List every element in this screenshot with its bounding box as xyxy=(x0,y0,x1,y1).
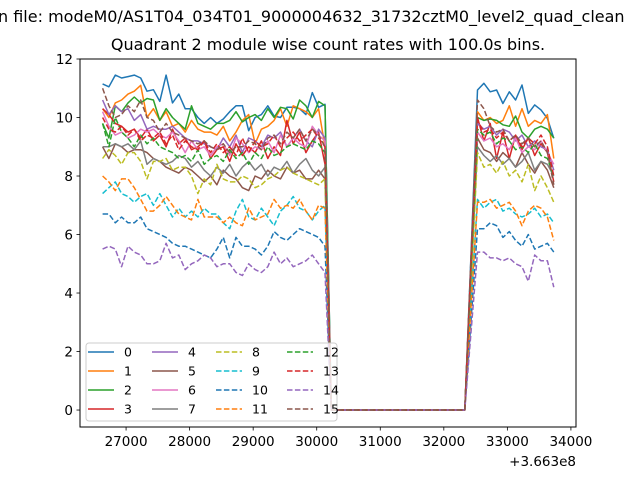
legend-box xyxy=(85,342,338,422)
x-tick-label: 28000 xyxy=(168,434,211,450)
legend-item-5: 5 xyxy=(152,364,196,379)
series-line-9 xyxy=(102,181,555,411)
chart-title: Quadrant 2 module wise count rates with … xyxy=(111,35,545,54)
legend-item-0: 0 xyxy=(88,345,132,360)
legend-label: 3 xyxy=(124,402,132,417)
legend-item-14: 14 xyxy=(287,383,339,398)
legend-item-15: 15 xyxy=(287,402,339,417)
y-tick-label: 8 xyxy=(64,169,73,185)
x-tick-label: 29000 xyxy=(232,434,275,450)
y-tick-label: 10 xyxy=(56,111,73,127)
legend-label: 2 xyxy=(124,383,132,398)
axes-frame xyxy=(79,58,577,428)
legend-item-6: 6 xyxy=(152,383,196,398)
x-tick-label: 30000 xyxy=(295,434,338,450)
legend-label: 1 xyxy=(124,364,132,379)
legend-label: 4 xyxy=(188,345,196,360)
y-tick-label: 6 xyxy=(64,228,73,244)
legend-item-1: 1 xyxy=(88,364,132,379)
legend-label: 15 xyxy=(323,402,339,417)
legend-item-3: 3 xyxy=(88,402,132,417)
legend-item-4: 4 xyxy=(152,345,196,360)
x-offset-label: +3.663e8 xyxy=(509,454,576,470)
legend-label: 14 xyxy=(323,383,339,398)
x-tick-label: 33000 xyxy=(486,434,529,450)
legend-label: 6 xyxy=(188,383,196,398)
y-tick-label: 4 xyxy=(64,286,73,302)
series-line-12 xyxy=(101,116,555,411)
legend-item-7: 7 xyxy=(152,402,196,417)
legend-item-10: 10 xyxy=(216,383,268,398)
x-tick-label: 32000 xyxy=(422,434,465,450)
legend-label: 9 xyxy=(252,364,260,379)
legend-item-11: 11 xyxy=(216,402,268,417)
legend-item-8: 8 xyxy=(216,345,260,360)
legend-label: 10 xyxy=(252,383,268,398)
y-axis: 0 2 4 6 8 10 12 xyxy=(56,52,80,419)
legend-label: 11 xyxy=(252,402,268,417)
legend-label: 8 xyxy=(252,345,260,360)
series-line-15 xyxy=(101,88,555,411)
y-tick-label: 2 xyxy=(64,345,73,361)
x-tick-label: 27000 xyxy=(105,434,148,450)
x-axis: 27000 28000 29000 30000 31000 32000 33000 34000 xyxy=(105,427,592,450)
figure-suptitle: n file: modeM0/AS1T04_034T01_9000004632_… xyxy=(0,7,625,27)
legend-item-12: 12 xyxy=(287,345,339,360)
legend-label: 7 xyxy=(188,402,196,417)
series-line-14 xyxy=(102,242,555,411)
legend-label: 13 xyxy=(323,364,339,379)
y-tick-label: 0 xyxy=(64,403,73,419)
legend-label: 0 xyxy=(124,345,132,360)
legend-item-13: 13 xyxy=(287,364,339,379)
legend-item-2: 2 xyxy=(88,383,132,398)
x-tick-label: 31000 xyxy=(359,434,402,450)
y-tick-label: 12 xyxy=(56,52,73,68)
legend-label: 5 xyxy=(188,364,196,379)
x-tick-label: 34000 xyxy=(549,434,592,450)
plot-lines xyxy=(101,74,555,411)
legend-item-9: 9 xyxy=(216,364,260,379)
legend-label: 12 xyxy=(323,345,339,360)
